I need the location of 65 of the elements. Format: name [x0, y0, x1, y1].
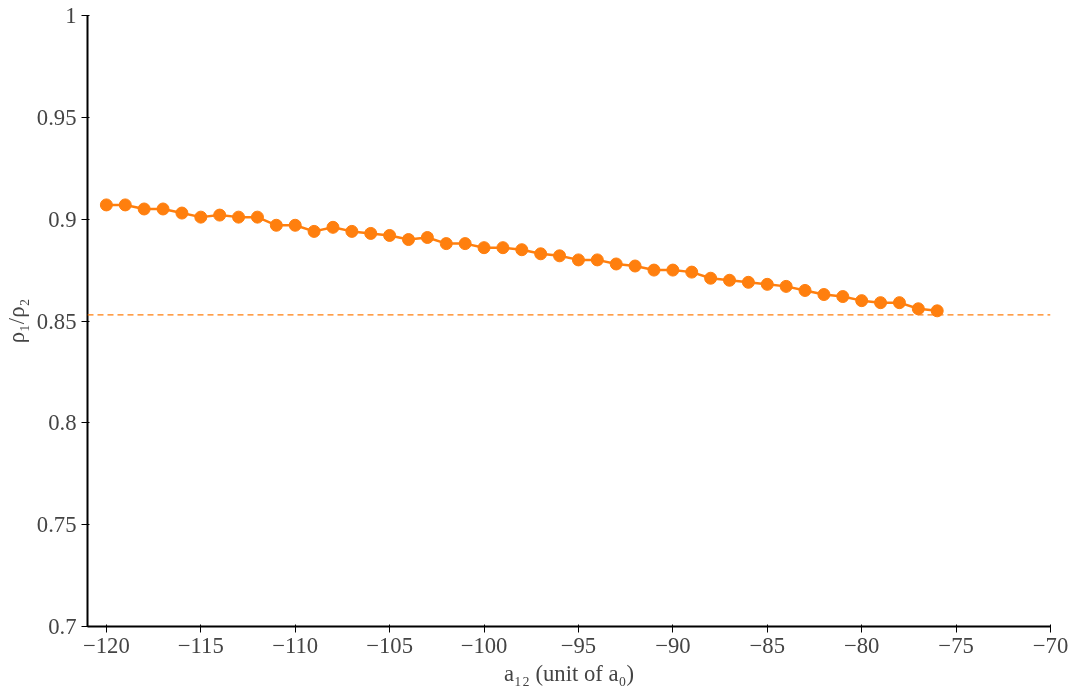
point [118, 198, 132, 212]
y-tick-label: 0.95 [36, 104, 77, 130]
point [175, 206, 189, 220]
y-tick-label: 0.8 [48, 410, 77, 436]
x-tick-label: −110 [272, 632, 319, 658]
point [383, 228, 397, 242]
x-tick-label: −105 [366, 632, 413, 658]
y-tick-label: 0.9 [48, 206, 77, 232]
point [685, 265, 699, 279]
point [156, 202, 170, 216]
point [628, 259, 642, 273]
point [609, 257, 623, 271]
point [269, 218, 283, 232]
x-tick-label: −75 [938, 632, 974, 658]
point [741, 275, 755, 289]
point [911, 302, 925, 316]
point [288, 218, 302, 232]
x-tick-label: −115 [177, 632, 224, 658]
point [836, 290, 850, 304]
point [647, 263, 661, 277]
point [137, 202, 151, 216]
point [99, 198, 113, 212]
y-axis-title: ρ₁/ρ₂ [3, 298, 29, 344]
point [515, 243, 529, 257]
point [402, 233, 415, 247]
x-tick-label: −80 [843, 632, 880, 658]
point [571, 253, 585, 267]
y-tick-label: 0.85 [36, 308, 77, 334]
point [458, 237, 472, 251]
point [553, 249, 567, 263]
y-tick-label: 1 [65, 3, 77, 28]
x-axis-title: a₁₂ (unit of a₀) [504, 660, 635, 686]
point [817, 288, 831, 302]
point [496, 241, 510, 255]
x-tick-label: −95 [560, 632, 597, 658]
point [232, 210, 246, 224]
point [666, 263, 680, 277]
point [250, 210, 264, 224]
point [194, 210, 208, 224]
x-tick-label: −100 [460, 632, 508, 658]
point [364, 226, 378, 240]
point [590, 253, 604, 267]
x-tick-label: −90 [655, 632, 691, 658]
point [439, 237, 453, 251]
point [345, 224, 359, 238]
point [779, 279, 793, 293]
point [477, 241, 491, 255]
point [704, 271, 718, 285]
y-tick-label: 0.7 [48, 614, 77, 639]
y-tick-label: 0.75 [36, 512, 77, 538]
point [213, 208, 227, 222]
point [930, 304, 944, 318]
x-tick-label: −70 [1032, 632, 1069, 658]
point [855, 294, 869, 308]
point [307, 224, 321, 238]
point [892, 296, 906, 310]
point [723, 273, 736, 287]
point [326, 220, 340, 234]
x-tick-label: −85 [749, 632, 785, 658]
x-tick-label: −120 [83, 632, 130, 658]
point [420, 231, 434, 244]
point [760, 277, 774, 291]
point [874, 296, 888, 310]
point [798, 283, 812, 297]
point [534, 247, 548, 261]
